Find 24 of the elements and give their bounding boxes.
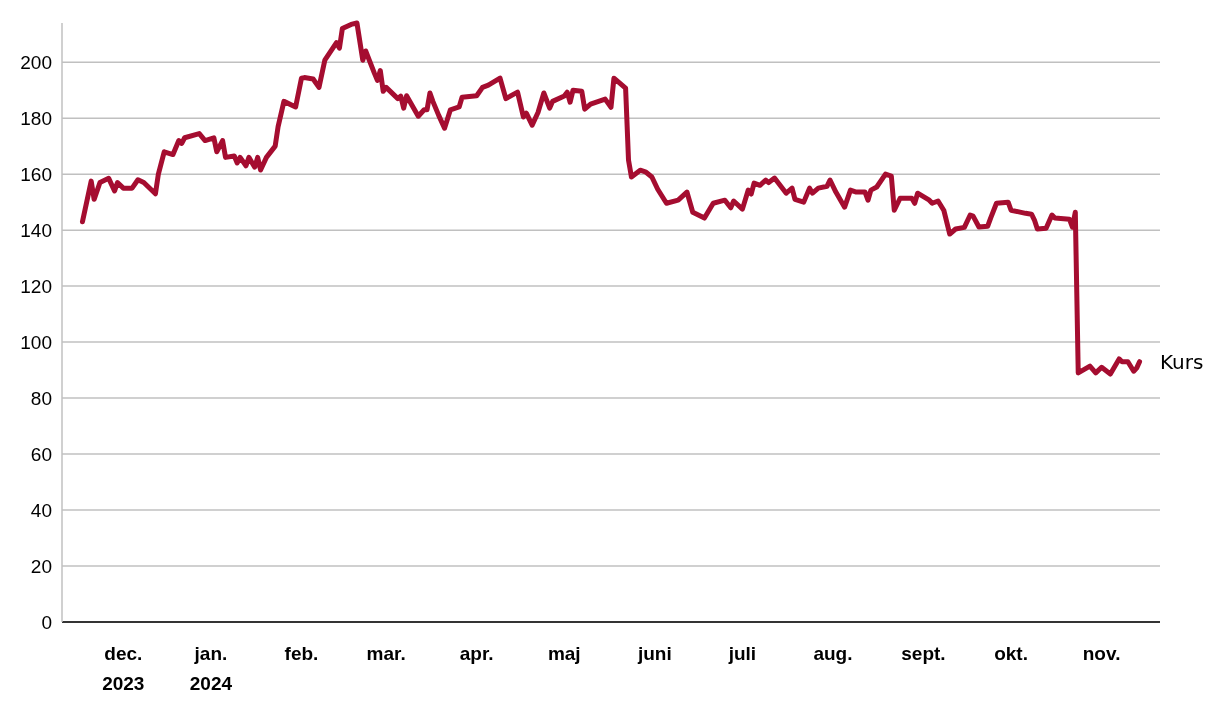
y-tick-label: 0 — [41, 611, 52, 633]
y-tick-label: 20 — [30, 555, 52, 577]
x-tick-label: jan. 2024 — [189, 643, 233, 694]
x-tick-label: juli — [727, 643, 757, 664]
x-tick-label: sept. — [901, 643, 946, 664]
x-tick-label: apr. — [459, 643, 494, 664]
x-tick-label: juni — [636, 643, 672, 664]
x-tick-label: maj — [547, 643, 581, 664]
y-tick-label: 40 — [30, 499, 52, 521]
y-tick-label: 60 — [30, 443, 52, 465]
y-tick-label: 200 — [20, 51, 52, 73]
y-tick-label: 80 — [30, 387, 52, 409]
x-tick-label: okt. — [994, 643, 1028, 664]
series-label: Kurs — [1160, 349, 1204, 374]
x-tick-label: nov. — [1082, 643, 1121, 664]
x-tick-label: mar. — [366, 643, 406, 664]
y-tick-label: 180 — [20, 107, 52, 129]
x-tick-label: dec. 2023 — [102, 643, 145, 694]
x-tick-label: feb. — [284, 643, 319, 664]
y-tick-label: 160 — [20, 163, 52, 185]
y-tick-label: 100 — [20, 331, 52, 353]
y-tick-label: 140 — [20, 219, 52, 241]
x-tick-label: aug. — [813, 643, 853, 664]
y-tick-label: 120 — [20, 275, 52, 297]
